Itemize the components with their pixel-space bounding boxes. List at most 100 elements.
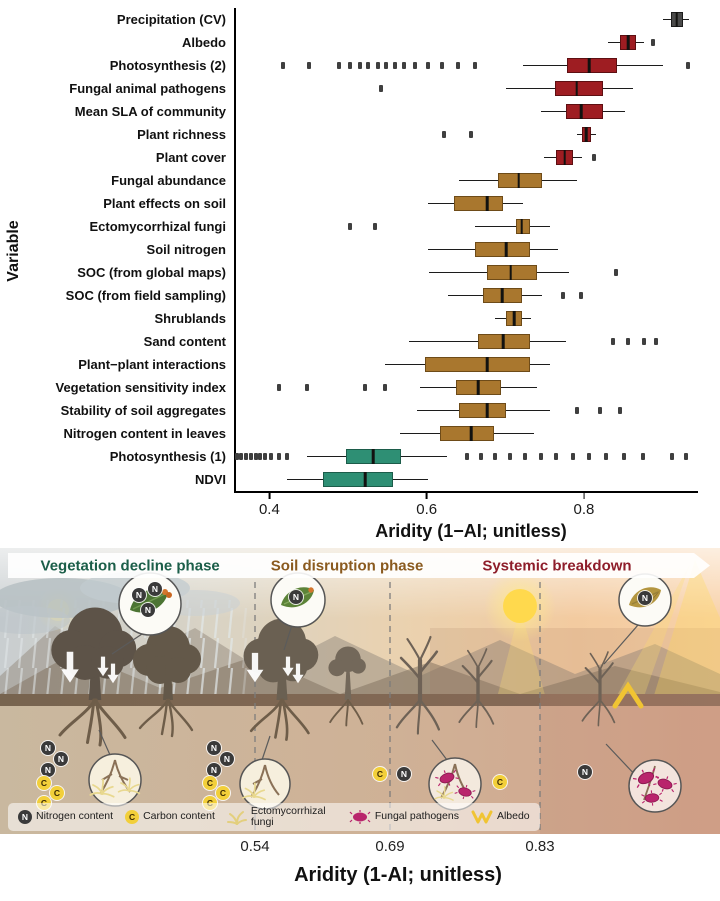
phase-label: Systemic breakdown	[482, 557, 632, 574]
y-tick-label: Precipitation (CV)	[116, 12, 226, 27]
outlier-point	[384, 62, 389, 69]
boxplot-row	[236, 422, 698, 445]
outlier-point	[366, 62, 371, 69]
box	[439, 426, 495, 441]
inset-roots-infected	[428, 739, 482, 811]
median-line	[504, 242, 508, 257]
carbon-badge-icon: C	[125, 809, 140, 824]
median-line	[486, 196, 489, 211]
outlier-point	[493, 453, 498, 460]
median-line	[476, 380, 480, 395]
y-axis-title: Variable	[5, 220, 22, 282]
boxplot-row	[236, 399, 698, 422]
ectomycorrhizal-fungi-icon	[226, 809, 247, 825]
tick-mark	[583, 493, 585, 499]
tick-label: 0.4	[258, 501, 280, 518]
y-axis-labels: Precipitation (CV) Albedo Photosynthesis (…	[28, 8, 234, 521]
diagram-tick-label: 0.83	[525, 838, 555, 855]
x-axis-title: Aridity (1−AI; unitless)	[375, 521, 567, 541]
median-line	[675, 12, 679, 27]
outlier-point	[347, 62, 352, 69]
boxplot-row	[236, 261, 698, 284]
legend-label: Carbon content	[143, 810, 215, 823]
legend-item: N Nitrogen content	[18, 809, 114, 824]
outlier-point	[277, 384, 282, 391]
median-line	[486, 357, 489, 372]
boxplot-row	[236, 146, 698, 169]
boxplot-row	[236, 31, 698, 54]
y-tick-label: Photosynthesis (2)	[109, 58, 226, 73]
herbivore-larva-icon	[308, 587, 314, 593]
outlier-point	[375, 62, 380, 69]
outlier-point	[284, 453, 289, 460]
outlier-point	[239, 453, 244, 460]
median-line	[627, 35, 630, 50]
inset-roots-healthy	[88, 729, 142, 807]
boxplot-row	[236, 169, 698, 192]
legend-label: Ectomycorrhizal fungi	[250, 804, 326, 828]
outlier-point	[372, 223, 377, 230]
y-tick-label: Soil nitrogen	[146, 242, 226, 257]
outlier-point	[347, 223, 352, 230]
albedo-arrow	[612, 681, 644, 709]
boxplot-row	[236, 376, 698, 399]
box	[424, 357, 530, 372]
boxplot-row	[236, 54, 698, 77]
boxplot-row	[236, 238, 698, 261]
tick-label: 0.8	[573, 501, 595, 518]
median-line	[520, 219, 524, 234]
outlier-point	[244, 453, 249, 460]
outlier-point	[604, 453, 609, 460]
y-tick-label: Plant cover	[155, 150, 226, 165]
box	[487, 265, 538, 280]
outlier-point	[591, 154, 596, 161]
tick-label: 0.6	[416, 501, 438, 518]
legend-label: Fungal pathogens	[374, 810, 459, 823]
inset-pathogens	[605, 743, 682, 813]
sun-icon	[484, 570, 556, 642]
boxplot-row	[236, 123, 698, 146]
boxplot-row	[236, 100, 698, 123]
tick-mark	[268, 493, 271, 499]
box	[498, 173, 543, 188]
y-tick-label: SOC (from field sampling)	[65, 288, 226, 303]
outlier-point	[626, 338, 631, 345]
whisker	[474, 225, 550, 228]
legend-label: Nitrogen content	[36, 810, 114, 823]
outlier-point	[455, 62, 460, 69]
outlier-point	[357, 62, 362, 69]
legend-label: Albedo	[496, 810, 530, 823]
median-line	[509, 265, 513, 280]
x-tick: 0.4	[259, 493, 280, 518]
outlier-point	[441, 131, 446, 138]
median-line	[501, 334, 505, 349]
degraded-soil-tint	[540, 694, 720, 834]
median-line	[584, 127, 588, 142]
outlier-point	[522, 453, 527, 460]
outlier-point	[570, 453, 575, 460]
boxplot-row	[236, 284, 698, 307]
outlier-point	[641, 338, 646, 345]
outlier-point	[234, 453, 239, 460]
outlier-point	[262, 453, 267, 460]
outlier-point	[684, 453, 689, 460]
boxplot-row	[236, 8, 698, 31]
y-tick-label: SOC (from global maps)	[77, 265, 226, 280]
diagram-x-axis-title: Aridity (1-AI; unitless)	[294, 864, 502, 886]
y-tick-label: Stability of soil aggregates	[60, 403, 226, 418]
median-line	[469, 426, 473, 441]
outlier-point	[465, 453, 469, 460]
outlier-point	[685, 62, 690, 69]
outlier-point	[574, 407, 579, 414]
outlier-point	[538, 453, 543, 460]
outlier-point	[651, 39, 656, 46]
legend-item: Fungal pathogens	[349, 809, 459, 824]
boxplot-row	[236, 468, 698, 491]
boxplot-row	[234, 445, 698, 468]
boxplot-plot-area	[234, 8, 698, 493]
y-tick-label: Plant richness	[137, 127, 226, 142]
phase-label: Vegetation decline phase	[40, 557, 220, 574]
outlier-point	[363, 384, 368, 391]
median-line	[371, 449, 375, 464]
